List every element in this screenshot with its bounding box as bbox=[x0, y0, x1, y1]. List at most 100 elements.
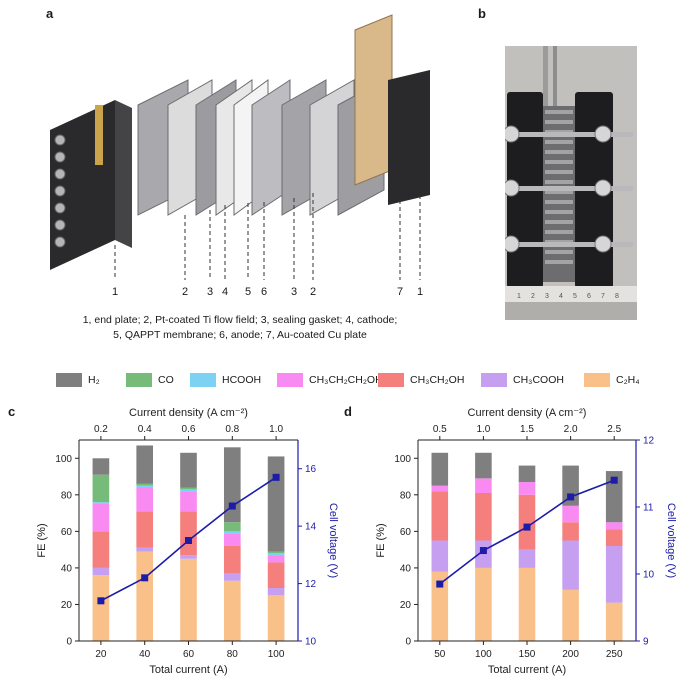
bar-segment bbox=[267, 562, 285, 589]
x-axis-label: Total current (A) bbox=[149, 664, 227, 676]
y-tick-label: 40 bbox=[61, 563, 73, 574]
bar-segment bbox=[518, 549, 536, 568]
panel-label-a: a bbox=[46, 6, 54, 21]
bar-segment bbox=[180, 487, 197, 490]
top-tick-label: 0.6 bbox=[182, 424, 196, 435]
au-coated-cu-plate bbox=[354, 14, 393, 186]
legend-swatch bbox=[126, 373, 152, 387]
bar-segment bbox=[136, 485, 154, 488]
bar-segment bbox=[180, 555, 197, 559]
bar-segment bbox=[562, 540, 579, 590]
y2-tick-label: 10 bbox=[305, 637, 317, 648]
bar-segment bbox=[180, 491, 197, 512]
fitting bbox=[54, 134, 66, 146]
bar-segment bbox=[267, 588, 285, 596]
product-legend: H₂ CO HCOOH CH₃CH₂CH₂OH CH₃CH₂OH CH₃COOH C₂H₄ bbox=[56, 373, 676, 389]
y-tick-label: 60 bbox=[400, 527, 412, 538]
y-tick-label: 100 bbox=[394, 454, 411, 465]
bar-segment bbox=[475, 540, 492, 568]
fitting bbox=[54, 202, 66, 214]
ruler-number: 8 bbox=[615, 293, 619, 300]
y2-axis-label: Cell voltage (V) bbox=[327, 503, 339, 578]
legend-item: HCOOH bbox=[190, 373, 261, 387]
top-tick-label: 1.0 bbox=[476, 424, 490, 435]
legend-label: CH₃COOH bbox=[513, 374, 564, 386]
x-tick-label: 150 bbox=[519, 649, 536, 660]
bar-segment bbox=[475, 492, 492, 541]
x-tick-label: 250 bbox=[606, 649, 623, 660]
bar-segment bbox=[136, 445, 154, 484]
end-plate-left-side bbox=[115, 100, 132, 248]
legend-label: HCOOH bbox=[222, 374, 262, 386]
bar-segment bbox=[92, 567, 110, 576]
voltage-point bbox=[272, 473, 280, 481]
top-tick-label: 0.8 bbox=[225, 424, 239, 435]
voltage-point bbox=[185, 537, 192, 544]
bar-segment bbox=[431, 540, 449, 572]
bar-segment bbox=[223, 573, 241, 581]
voltage-point bbox=[228, 502, 236, 510]
bar-segment bbox=[223, 531, 241, 534]
bar-segment bbox=[267, 456, 285, 552]
legend-label: C₂H₄ bbox=[616, 374, 640, 386]
y2-tick-label: 14 bbox=[305, 522, 317, 533]
voltage-point bbox=[523, 523, 531, 531]
bar-segment bbox=[223, 580, 241, 641]
bar-segment bbox=[92, 502, 110, 504]
component-leader-lines bbox=[114, 193, 421, 280]
bar-segment bbox=[605, 522, 623, 530]
bar-segment bbox=[518, 567, 536, 641]
component-number: 7 bbox=[397, 286, 403, 298]
stack-photo-drawing: 1 2 3 4 5 6 7 8 bbox=[505, 46, 637, 320]
y-tick-label: 80 bbox=[61, 490, 73, 501]
bar-segment bbox=[223, 522, 241, 532]
illustration-caption-line1: 1, end plate; 2, Pt-coated Ti flow field… bbox=[82, 314, 398, 326]
voltage-point bbox=[97, 597, 105, 605]
bar-segment bbox=[136, 483, 154, 486]
legend-item: CO bbox=[126, 373, 174, 387]
bar-segment bbox=[518, 494, 536, 550]
legend-swatch bbox=[190, 373, 216, 387]
y2-tick-label: 11 bbox=[643, 503, 654, 514]
ruler-number: 4 bbox=[559, 293, 563, 300]
end-plate-right bbox=[388, 70, 430, 205]
fitting bbox=[54, 168, 66, 180]
bar-segment bbox=[92, 503, 110, 532]
bar-segment bbox=[518, 465, 536, 483]
fitting bbox=[54, 219, 66, 231]
y-tick-label: 60 bbox=[61, 527, 73, 538]
x-tick-label: 50 bbox=[434, 649, 446, 660]
y-tick-label: 0 bbox=[405, 637, 411, 648]
x-tick-label: 200 bbox=[562, 649, 579, 660]
y2-tick-label: 16 bbox=[305, 464, 317, 475]
x-tick-label: 80 bbox=[227, 649, 239, 660]
ruler-number: 6 bbox=[587, 293, 591, 300]
y-axis-label: FE (%) bbox=[375, 523, 387, 557]
bar-segment bbox=[180, 489, 197, 492]
bar-segment bbox=[431, 571, 449, 641]
voltage-point bbox=[479, 547, 487, 555]
bar-segment bbox=[431, 485, 449, 492]
bar-segment bbox=[92, 575, 110, 641]
bar-segment bbox=[475, 452, 492, 479]
bar-segment bbox=[92, 531, 110, 568]
chart-c: 0 20 40 60 80 100 10 12 14 16 20 40 60 80 100 0.2 0.4 0.6… bbox=[36, 407, 339, 676]
component-number: 1 bbox=[417, 286, 423, 298]
legend-label: CH₃CH₂OH bbox=[410, 374, 465, 386]
component-number: 4 bbox=[222, 286, 228, 298]
y2-tick-label: 9 bbox=[643, 637, 649, 648]
bar-segment bbox=[562, 522, 579, 541]
chart-d: 0 20 40 60 80 100 9 10 11 12 50 100 150 200 250 0.5 1.0 1… bbox=[375, 407, 677, 676]
component-number: 3 bbox=[207, 286, 213, 298]
x-tick-label: 100 bbox=[268, 649, 285, 660]
component-number: 6 bbox=[261, 286, 267, 298]
y-axis-label: FE (%) bbox=[36, 523, 48, 557]
top-tick-label: 1.5 bbox=[520, 424, 534, 435]
legend-item: CH₃CH₂CH₂OH bbox=[277, 373, 383, 387]
y-tick-label: 20 bbox=[400, 600, 412, 611]
fitting bbox=[54, 185, 66, 197]
legend-label: H₂ bbox=[88, 374, 100, 386]
bar-segment bbox=[605, 529, 623, 546]
y2-tick-label: 12 bbox=[643, 436, 655, 447]
legend-item: H₂ bbox=[56, 373, 100, 387]
